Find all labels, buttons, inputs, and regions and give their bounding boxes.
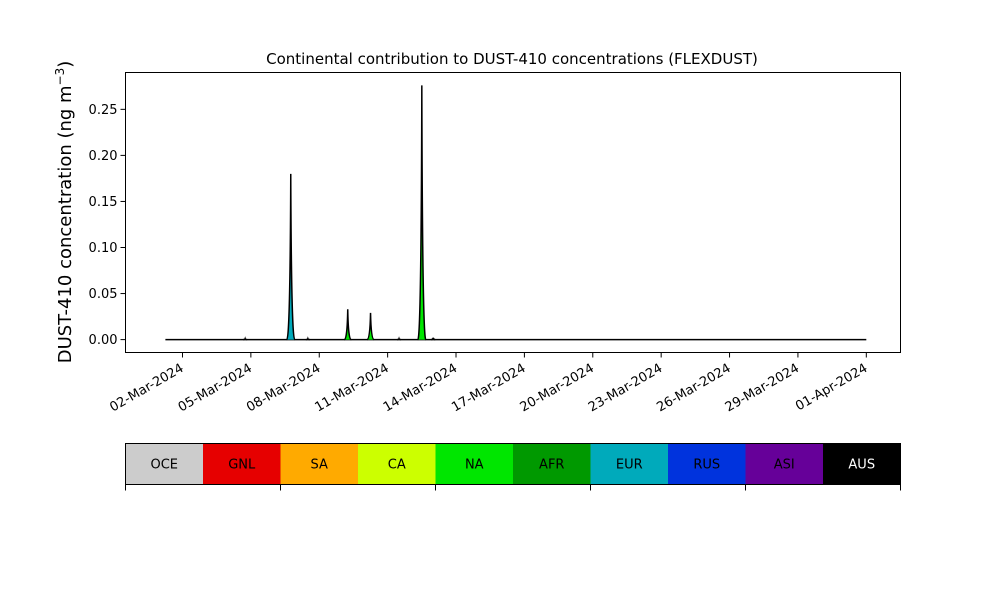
y-tick-label: 0.15 [89, 195, 118, 210]
x-tick-label: 14-Mar-2024 [381, 361, 460, 415]
x-tick-label: 29-Mar-2024 [723, 361, 802, 415]
peak-outline [397, 336, 402, 341]
x-tick-label: 23-Mar-2024 [586, 361, 665, 415]
peak-outline [305, 336, 310, 341]
legend: OCE GNL SA CA NA AFR EUR RUS ASI AUS [125, 443, 901, 491]
x-tick-label: 11-Mar-2024 [312, 361, 391, 415]
x-tick-label: 01-Apr-2024 [793, 361, 870, 414]
legend-swatch-eur [590, 443, 668, 485]
legend-label: AFR [539, 458, 564, 473]
legend-label: CA [388, 458, 406, 473]
legend-swatch-gnl [203, 443, 281, 485]
legend-label: SA [311, 458, 328, 473]
x-axis: 02-Mar-202405-Mar-202408-Mar-202411-Mar-… [107, 352, 870, 415]
legend-swatch-na [435, 443, 513, 485]
legend-label: NA [465, 458, 484, 473]
y-tick-label: 0.10 [89, 241, 118, 256]
peak-outline [343, 309, 352, 341]
x-tick-label: 05-Mar-2024 [176, 361, 255, 415]
legend-label: AUS [848, 458, 875, 473]
legend-label: ASI [774, 458, 795, 473]
legend-swatch-rus [668, 443, 746, 485]
legend-frame [125, 443, 901, 485]
legend-swatch-oce [125, 443, 203, 485]
plot-frame [125, 72, 901, 353]
legend-swatch-sa [280, 443, 358, 485]
series-layer [165, 85, 867, 341]
legend-swatch-afr [513, 443, 591, 485]
legend-swatch-aus [823, 443, 901, 485]
legend-label: EUR [616, 458, 643, 473]
x-tick-label: 02-Mar-2024 [107, 361, 186, 415]
x-tick-label: 17-Mar-2024 [449, 361, 528, 415]
chart-title: Continental contribution to DUST-410 con… [266, 50, 758, 68]
y-tick-label: 0.25 [89, 103, 118, 118]
peak-outline [366, 312, 375, 341]
y-tick-label: 0.00 [89, 333, 118, 348]
plot-area: 0.00 0.05 0.10 0.15 0.20 0.25 02-Mar-202405-M… [89, 72, 901, 415]
legend-label: GNL [228, 458, 256, 473]
y-axis: 0.00 0.05 0.10 0.15 0.20 0.25 [89, 103, 126, 348]
legend-label: OCE [150, 458, 178, 473]
x-tick-label: 20-Mar-2024 [518, 361, 597, 415]
legend-swatch-asi [745, 443, 823, 485]
legend-label: RUS [693, 458, 720, 473]
peak-outline [431, 337, 436, 341]
peak-outline [243, 336, 248, 341]
x-tick-label: 26-Mar-2024 [654, 361, 733, 415]
peak-outline [417, 85, 427, 341]
legend-swatch-ca [358, 443, 436, 485]
y-tick-label: 0.20 [89, 149, 118, 164]
y-tick-label: 0.05 [89, 287, 118, 302]
peak-outline [286, 173, 296, 341]
y-axis-label: DUST-410 concentration (ng m−3) [53, 61, 76, 364]
x-tick-label: 08-Mar-2024 [244, 361, 323, 415]
